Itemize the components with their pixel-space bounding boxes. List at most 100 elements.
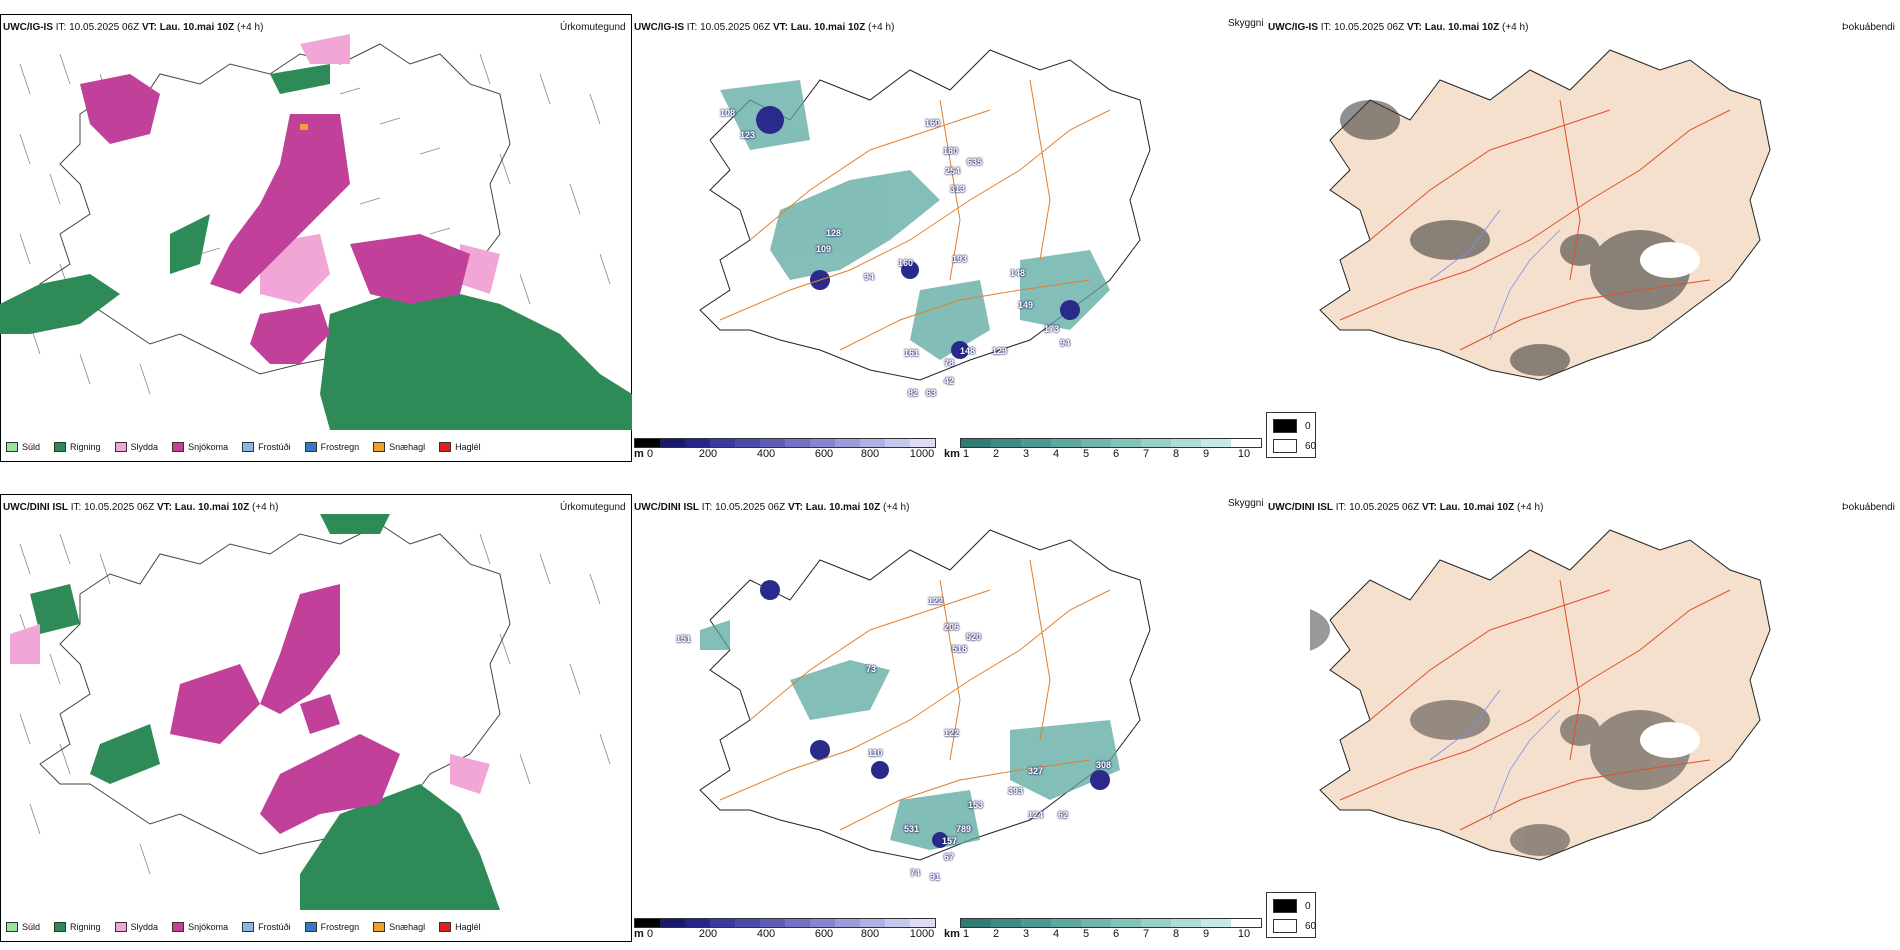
fog-map-top — [1310, 40, 1850, 420]
legend-freezing-rain: Frostregn — [304, 442, 359, 452]
legend-rain: Rigning — [54, 442, 101, 452]
ceil-title-top: Skyggni — [1228, 18, 1264, 29]
road-network-b — [719, 559, 1111, 831]
ceiling-value: 122 — [944, 728, 960, 738]
iceland-land-fog-top — [1319, 49, 1771, 381]
ceiling-value: 149 — [1018, 300, 1034, 310]
cloud-title-top: Þokuábendi — [1842, 22, 1895, 33]
precip-title-bottom: Úrkomutegund — [560, 502, 626, 513]
ceiling-value: 254 — [945, 166, 961, 176]
visibility-shading — [720, 80, 1110, 360]
ceiling-value: 206 — [944, 622, 960, 632]
legend-freezing-rain: Frostregn — [304, 922, 359, 932]
legend-drizzle: Súld — [6, 442, 40, 452]
sleet-area-b — [10, 624, 490, 794]
ceiling-shading-b — [760, 580, 1110, 848]
legend-rain: Rigning — [54, 922, 101, 932]
rivers-b — [1429, 689, 1561, 821]
ceiling-value: 308 — [1096, 760, 1112, 770]
legend-graupel: Snæhagl — [373, 922, 425, 932]
ceiling-value: 129 — [992, 346, 1008, 356]
fog-map-bottom — [1310, 520, 1850, 900]
ceiling-value: 531 — [904, 824, 920, 834]
ceiling-value: 78 — [944, 358, 955, 368]
snow-area-b — [170, 584, 400, 834]
ceiling-value: 518 — [952, 644, 968, 654]
visibility-colorbar-top — [960, 438, 1262, 448]
precip-header-top: UWC/IG-IS IT: 10.05.2025 06Z VT: Lau. 10… — [3, 22, 264, 33]
ceiling-value: 393 — [1008, 786, 1024, 796]
ceiling-value: 153 — [968, 800, 984, 810]
visibility-shading-b — [700, 620, 1120, 850]
rain-area-b — [30, 514, 500, 910]
ceiling-value: 82 — [908, 388, 919, 398]
visibility-unit: km — [944, 448, 960, 460]
ceiling-value: 148 — [960, 346, 976, 356]
legend-snow: Snjókoma — [172, 442, 228, 452]
visibility-unit: km — [944, 928, 960, 940]
ceiling-value: 313 — [950, 184, 966, 194]
legend-hail: Haglél — [439, 922, 481, 932]
glacier — [1640, 242, 1700, 278]
precip-map-top — [0, 34, 632, 430]
ceiling-colorbar-bottom — [634, 918, 936, 928]
ceiling-value: 160 — [925, 118, 941, 128]
precip-legend-top: Súld Rigning Slydda Snjókoma Frostúði Fr… — [6, 442, 481, 452]
precip-title-top: Úrkomutegund — [560, 22, 626, 33]
cloud-title-bottom: Þokuábendi — [1842, 502, 1895, 513]
road-network-fog — [1339, 99, 1731, 351]
ceiling-value: 94 — [1060, 338, 1071, 348]
iceland-land-fog-b — [1319, 529, 1771, 861]
ceiling-value: 62 — [1058, 810, 1069, 820]
fog-legend-bottom: 0 60 — [1266, 892, 1316, 938]
ceiling-value: 42 — [944, 376, 955, 386]
legend-ice-pellets: Frostúði — [242, 442, 291, 452]
legend-sleet: Slydda — [114, 442, 158, 452]
cloud-header-top: UWC/IG-IS IT: 10.05.2025 06Z VT: Lau. 10… — [1268, 22, 1529, 33]
graupel-spot — [300, 124, 308, 130]
glacier-b — [1640, 722, 1700, 758]
ceiling-value: 91 — [930, 872, 941, 882]
road-network-fog-b — [1339, 579, 1731, 831]
ceiling-value: 73 — [866, 664, 877, 674]
legend-drizzle: Súld — [6, 922, 40, 932]
snow-area — [80, 74, 470, 364]
ceiling-value: 789 — [956, 824, 972, 834]
visibility-colorbar-bottom — [960, 918, 1262, 928]
ceiling-value: 110 — [868, 748, 883, 758]
ceiling-value: 74 — [910, 868, 921, 878]
ceil-header-top: UWC/IG-IS IT: 10.05.2025 06Z VT: Lau. 10… — [634, 22, 895, 33]
legend-graupel: Snæhagl — [373, 442, 425, 452]
fog-legend-top: 0 60 — [1266, 412, 1316, 458]
ceiling-value: 94 — [864, 272, 875, 282]
ceiling-value: 173 — [1044, 324, 1060, 334]
road-network — [719, 79, 1111, 351]
legend-ice-pellets: Frostúði — [242, 922, 291, 932]
cloud-header-bottom: UWC/DINI ISL IT: 10.05.2025 06Z VT: Lau.… — [1268, 502, 1544, 513]
ceiling-value: 148 — [1010, 268, 1026, 278]
precip-panel-top — [0, 14, 632, 462]
iceland-outline-b — [39, 523, 511, 855]
precip-header-bottom: UWC/DINI ISL IT: 10.05.2025 06Z VT: Lau.… — [3, 502, 279, 513]
ceiling-value: 128 — [826, 228, 842, 238]
ceiling-value: 193 — [952, 254, 968, 264]
legend-snow: Snjókoma — [172, 922, 228, 932]
precip-legend-bottom: Súld Rigning Slydda Snjókoma Frostúði Fr… — [6, 922, 481, 932]
ceiling-map-top — [690, 40, 1230, 420]
ceiling-value: 161 — [904, 348, 920, 358]
rivers — [1429, 209, 1561, 341]
precip-map-bottom — [0, 514, 632, 910]
ceiling-value: 124 — [1028, 810, 1044, 820]
ceiling-value: 108 — [720, 108, 736, 118]
ceiling-value: 123 — [740, 130, 756, 140]
ceiling-unit: m — [634, 448, 644, 460]
ceiling-colorbar-top — [634, 438, 936, 448]
ceiling-value: 67 — [944, 852, 955, 862]
ceiling-value: 180 — [943, 146, 959, 156]
legend-hail: Haglél — [439, 442, 481, 452]
precip-panel-bottom — [0, 494, 632, 942]
ceil-title-bottom: Skyggni — [1228, 498, 1264, 509]
ceiling-unit: m — [634, 928, 644, 940]
ceiling-value: 327 — [1028, 766, 1044, 776]
ceiling-value: 122 — [928, 596, 944, 606]
